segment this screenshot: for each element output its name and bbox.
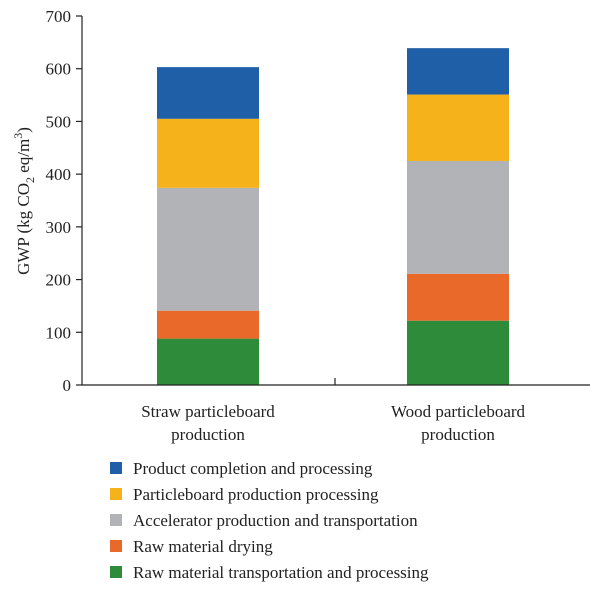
category-label: production: [171, 425, 245, 444]
y-tick-label: 600: [46, 60, 72, 79]
y-tick-label: 700: [46, 7, 72, 26]
y-axis-label-part: 3: [11, 133, 25, 139]
category-label: Straw particleboard: [141, 402, 275, 421]
bar-segment-2-1: [407, 320, 509, 385]
legend-label: Product completion and processing: [133, 459, 373, 478]
bar-segment-1-5: [157, 67, 259, 119]
bar-segment-1-4: [157, 118, 259, 188]
legend-swatch: [110, 540, 122, 552]
bar-segment-2-5: [407, 48, 509, 95]
category-label: Wood particleboard: [391, 402, 526, 421]
legend-swatch: [110, 462, 122, 474]
y-axis-ticks: 0 100 200 300 400 500 600 700: [46, 7, 82, 395]
category-label: production: [421, 425, 495, 444]
axes: [81, 16, 590, 386]
legend-swatch: [110, 488, 122, 500]
bar-segment-1-3: [157, 187, 259, 311]
y-tick-label: 100: [46, 323, 72, 342]
y-axis-label-part: 2: [23, 177, 37, 183]
x-axis-labels: Straw particleboard production Wood partic…: [141, 402, 525, 444]
y-axis-label-part: GWP (kg CO: [14, 183, 33, 275]
legend: Product completion and processing Particl…: [110, 459, 429, 582]
y-tick-label: 300: [46, 218, 72, 237]
legend-swatch: [110, 514, 122, 526]
bar-segment-2-2: [407, 273, 509, 321]
legend-swatch: [110, 566, 122, 578]
bar-segment-2-4: [407, 94, 509, 161]
bars: [157, 48, 509, 385]
bar-segment-1-2: [157, 310, 259, 339]
y-tick-label: 400: [46, 165, 72, 184]
y-axis-title: GWP (kg CO2 eq/m3): [11, 127, 37, 275]
legend-label: Raw material transportation and processi…: [133, 563, 429, 582]
y-axis-label: GWP (kg CO2 eq/m3): [11, 127, 37, 275]
legend-label: Particleboard production processing: [133, 485, 379, 504]
bar-segment-1-1: [157, 338, 259, 385]
legend-label: Raw material drying: [133, 537, 273, 556]
y-tick-label: 0: [63, 376, 72, 395]
y-axis-label-part: ): [14, 127, 33, 133]
bar-segment-2-3: [407, 160, 509, 274]
y-tick-label: 500: [46, 112, 72, 131]
y-axis-label-part: eq/m: [14, 139, 33, 177]
legend-label: Accelerator production and transportatio…: [133, 511, 418, 530]
y-tick-label: 200: [46, 271, 72, 290]
